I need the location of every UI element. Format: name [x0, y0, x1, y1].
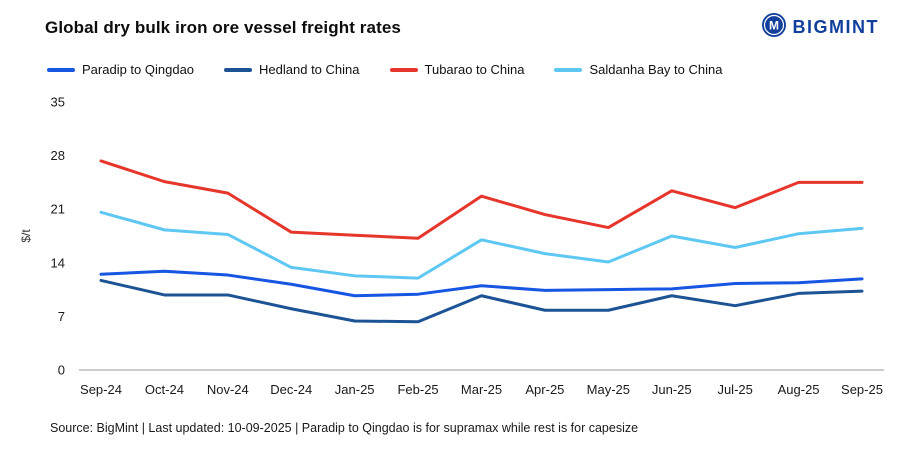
x-tick-label: Dec-24	[270, 382, 312, 397]
line-chart: 0 7 14 21 28 35 Sep-24 Oct-24 Nov-24 Dec-24 Jan-25…	[19, 95, 884, 397]
header: Global dry bulk iron ore vessel freight …	[45, 13, 879, 43]
brand-logo: M BIGMINT	[761, 12, 880, 43]
legend-item: Paradip to Qingdao	[47, 62, 194, 77]
y-tick-label: 7	[58, 309, 65, 324]
y-tick-label: 14	[51, 255, 65, 270]
brand-wordmark: BIGMINT	[792, 17, 879, 37]
x-tick-label: Jan-25	[335, 382, 375, 397]
x-tick-label: Sep-24	[80, 382, 122, 397]
chart-area: 0 7 14 21 28 35 Sep-24 Oct-24 Nov-24 Dec-24 Jan-25…	[14, 88, 894, 411]
legend-item: Hedland to China	[224, 62, 360, 77]
legend-item: Saldanha Bay to China	[554, 62, 722, 77]
x-tick-label: Jul-25	[717, 382, 752, 397]
series-line-tubarao-to-china	[99, 159, 864, 240]
x-tick-label: Nov-24	[207, 382, 249, 397]
legend-swatch	[554, 67, 583, 72]
x-tick-label: Mar-25	[461, 382, 502, 397]
x-tick-label: Aug-25	[778, 382, 820, 397]
legend-swatch	[389, 67, 418, 72]
x-tick-label: Sep-25	[841, 382, 883, 397]
legend-label: Paradip to Qingdao	[82, 62, 195, 77]
legend-item: Tubarao to China	[389, 62, 525, 77]
legend-label: Tubarao to China	[424, 62, 525, 77]
series-line-saldanha-bay-to-china	[99, 210, 864, 280]
source-note: Source: BigMint | Last updated: 10-09-20…	[50, 421, 639, 435]
y-tick-label: 21	[51, 202, 65, 217]
y-tick-label: 28	[51, 148, 65, 163]
legend-swatch	[47, 67, 75, 72]
x-tick-label: May-25	[587, 382, 630, 397]
x-tick-label: Jun-25	[652, 382, 692, 397]
x-tick-label: Feb-25	[397, 382, 438, 397]
series-line-paradip-to-qingdao	[99, 269, 864, 298]
legend-swatch	[224, 67, 253, 72]
chart-title: Global dry bulk iron ore vessel freight …	[45, 18, 401, 37]
x-tick-label: Oct-24	[145, 382, 184, 397]
y-tick-label: 35	[51, 95, 65, 110]
chart-legend: Paradip to Qingdao Hedland to China Tubara…	[47, 62, 722, 77]
svg-text:M: M	[769, 19, 779, 33]
y-axis-title: $/t	[19, 229, 33, 243]
legend-label: Saldanha Bay to China	[589, 62, 723, 77]
y-tick-label: 0	[58, 363, 65, 378]
legend-label: Hedland to China	[259, 62, 360, 77]
series-line-hedland-to-china	[99, 278, 864, 324]
x-tick-label: Apr-25	[525, 382, 564, 397]
bigmint-logo-icon: M	[761, 12, 787, 43]
